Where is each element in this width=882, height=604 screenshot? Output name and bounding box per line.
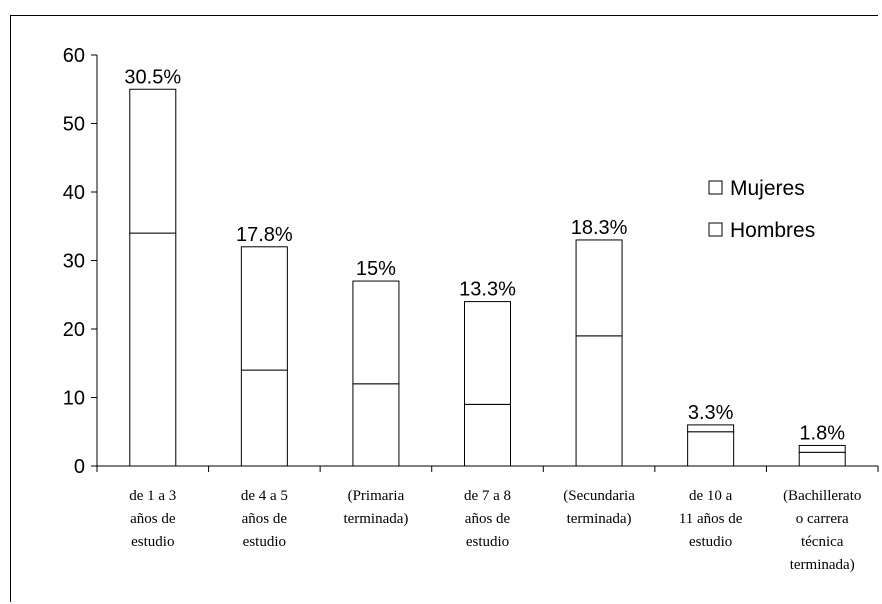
x-category-label: años de — [242, 511, 288, 527]
x-category-label: terminada) — [343, 511, 408, 527]
x-category-label: terminada) — [790, 557, 855, 573]
bar-hombres — [575, 335, 623, 467]
bar-data-label: 15% — [356, 258, 396, 280]
x-category-label: de 10 a — [689, 488, 733, 504]
x-category-label: de 4 a 5 — [241, 488, 288, 504]
y-tick-label: 30 — [63, 251, 85, 273]
legend-swatch — [708, 222, 723, 237]
x-category-label: estudio — [689, 534, 732, 550]
bar-data-label: 3.3% — [688, 402, 734, 424]
legend-label: Hombres — [730, 219, 815, 242]
bar-hombres — [687, 431, 735, 467]
legend-label: Mujeres — [730, 177, 805, 200]
bar-hombres — [464, 403, 511, 467]
x-category-label: estudio — [466, 534, 509, 550]
bar-hombres — [240, 369, 288, 467]
bar-mujeres — [575, 239, 623, 337]
bar-mujeres — [798, 444, 846, 453]
bar-hombres — [798, 451, 846, 467]
x-category-label: (Bachillerato — [783, 488, 861, 504]
x-category-label: o carrera — [796, 511, 849, 527]
y-tick-label: 50 — [63, 114, 85, 136]
y-tick-label: 0 — [74, 456, 85, 478]
x-category-label: (Primaria — [348, 488, 405, 504]
legend-swatch — [708, 180, 723, 195]
y-tick-label: 10 — [63, 388, 85, 410]
bar-mujeres — [240, 246, 288, 371]
bar-data-label: 17.8% — [236, 224, 293, 246]
chart-frame — [10, 15, 878, 602]
x-category-label: técnica — [801, 534, 844, 550]
bar-data-label: 18.3% — [571, 217, 628, 239]
bar-mujeres — [464, 301, 511, 405]
x-category-label: años de — [465, 511, 511, 527]
x-category-label: de 7 a 8 — [464, 488, 511, 504]
x-category-label: 11 años de — [679, 511, 743, 527]
bar-data-label: 30.5% — [124, 66, 181, 88]
y-tick-label: 20 — [63, 319, 85, 341]
x-category-label: terminada) — [567, 511, 632, 527]
x-category-label: de 1 a 3 — [129, 488, 176, 504]
x-category-label: estudio — [243, 534, 286, 550]
bar-mujeres — [129, 88, 177, 234]
x-category-label: estudio — [131, 534, 174, 550]
bar-hombres — [352, 383, 400, 467]
y-tick-label: 40 — [63, 182, 85, 204]
x-category-label: años de — [130, 511, 176, 527]
bar-hombres — [129, 232, 177, 467]
bar-data-label: 1.8% — [799, 422, 845, 444]
x-category-label: (Secundaria — [563, 488, 635, 504]
bar-data-label: 13.3% — [459, 279, 516, 301]
y-tick-label: 60 — [63, 45, 85, 67]
bar-mujeres — [687, 424, 735, 433]
bar-mujeres — [352, 280, 400, 385]
